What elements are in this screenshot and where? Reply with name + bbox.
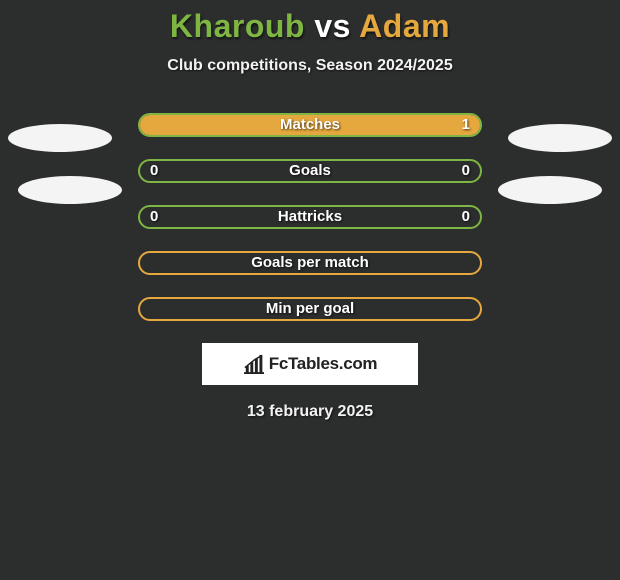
barchart-icon [243, 354, 265, 374]
stat-bar-label: Hattricks [140, 207, 480, 227]
logo: FcTables.com [243, 354, 378, 374]
stat-bar: Matches1 [138, 113, 482, 137]
stat-bar-value-right: 1 [462, 115, 470, 135]
stat-bar-label: Goals [140, 161, 480, 181]
vs-text: vs [314, 8, 351, 44]
stat-bar-label: Goals per match [140, 253, 480, 273]
stat-bar-label: Min per goal [140, 299, 480, 319]
stat-bar: Min per goal [138, 297, 482, 321]
player1-name: Kharoub [170, 8, 305, 44]
stat-bar-value-left: 0 [150, 161, 158, 181]
stat-bar-value-right: 0 [462, 161, 470, 181]
player2-name: Adam [359, 8, 450, 44]
avatar-placeholder [18, 176, 122, 204]
stat-bar-label: Matches [140, 115, 480, 135]
stat-bar: Hattricks0 0 [138, 205, 482, 229]
logo-box: FcTables.com [202, 343, 418, 385]
avatar-placeholder [8, 124, 112, 152]
avatar-placeholder [498, 176, 602, 204]
stat-bar-value-left: 0 [150, 207, 158, 227]
stat-bar: Goals per match [138, 251, 482, 275]
stat-bar-value-right: 0 [462, 207, 470, 227]
comparison-title: Kharoub vs Adam [0, 0, 620, 45]
logo-text: FcTables.com [269, 354, 378, 374]
subtitle: Club competitions, Season 2024/2025 [0, 57, 620, 75]
stat-bar: Goals0 0 [138, 159, 482, 183]
date: 13 february 2025 [0, 403, 620, 421]
avatar-placeholder [508, 124, 612, 152]
